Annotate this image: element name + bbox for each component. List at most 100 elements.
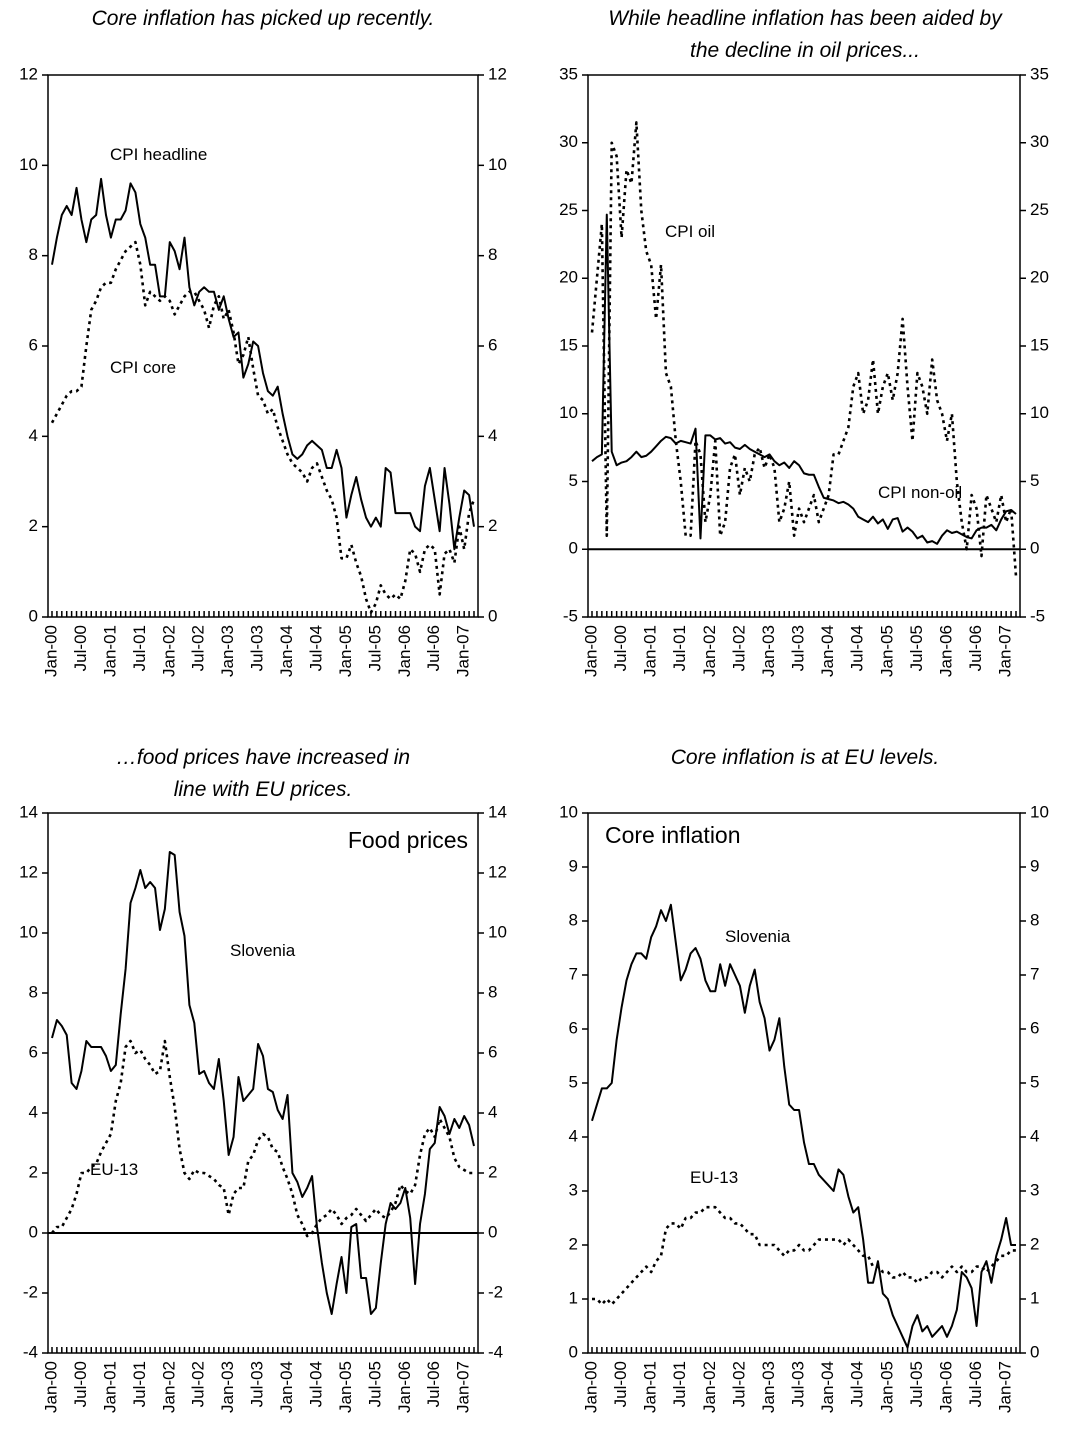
x-tick-label: Jul-00: [611, 1361, 630, 1407]
y2-tick-label: 4: [488, 1102, 497, 1121]
y2-tick-label: 15: [1030, 335, 1049, 354]
x-tick-label: Jul-05: [907, 625, 926, 671]
x-tick-label: Jul-00: [71, 625, 90, 671]
y-tick-label: 6: [29, 335, 38, 354]
x-tick-label: Jan-05: [877, 625, 896, 677]
y2-tick-label: -4: [488, 1342, 503, 1361]
y-tick-label: 10: [19, 922, 38, 941]
series-label: EU-13: [90, 1160, 138, 1179]
y2-tick-label: -2: [488, 1282, 503, 1301]
x-tick-label: Jul-00: [611, 625, 630, 671]
y2-tick-label: 9: [1030, 856, 1039, 875]
x-tick-label: Jan-06: [395, 1361, 414, 1413]
y-tick-label: 6: [29, 1042, 38, 1061]
y-tick-label: 8: [29, 982, 38, 1001]
y2-tick-label: 0: [488, 606, 497, 625]
y2-tick-label: 12: [488, 64, 507, 83]
y2-tick-label: 35: [1030, 64, 1049, 83]
panel-title: the decline in oil prices...: [690, 39, 920, 62]
series-label: Slovenia: [725, 927, 791, 946]
series-line: [592, 1205, 1016, 1306]
y2-tick-label: 2: [1030, 1234, 1039, 1253]
x-tick-label: Jul-02: [729, 625, 748, 671]
series-line: [591, 903, 1016, 1349]
x-tick-label: Jan-07: [996, 1361, 1015, 1413]
x-tick-label: Jan-00: [581, 625, 600, 677]
x-tick-label: Jan-03: [759, 625, 778, 677]
series-label: Slovenia: [230, 941, 296, 960]
y-tick-label: 12: [19, 64, 38, 83]
series-line: [591, 213, 1017, 545]
panel-title: Core inflation is at EU levels.: [671, 746, 939, 769]
x-tick-label: Jan-04: [818, 625, 837, 677]
panel-title: line with EU prices.: [174, 778, 353, 801]
x-tick-label: Jan-07: [996, 625, 1015, 677]
series-line: [50, 1039, 474, 1238]
x-tick-label: Jan-07: [454, 1361, 473, 1413]
y2-tick-label: 10: [1030, 403, 1049, 422]
y2-tick-label: 6: [488, 1042, 497, 1061]
y2-tick-label: 0: [1030, 539, 1039, 558]
x-tick-label: Jul-03: [248, 1361, 267, 1407]
x-tick-label: Jan-01: [100, 625, 119, 677]
x-tick-label: Jul-05: [365, 625, 384, 671]
panel: Core inflation has picked up recently. 0 0…: [19, 7, 507, 677]
y2-tick-label: 7: [1030, 964, 1039, 983]
panel: …food prices have increased in line with …: [19, 746, 507, 1413]
x-tick-label: Jul-04: [306, 625, 325, 671]
y-tick-label: 3: [569, 1180, 578, 1199]
y2-tick-label: 4: [1030, 1126, 1039, 1145]
y2-tick-label: -5: [1030, 606, 1045, 625]
x-tick-label: Jul-01: [670, 1361, 689, 1407]
y-tick-label: 25: [559, 200, 578, 219]
series-label: CPI non-oil: [878, 483, 962, 502]
y2-tick-label: 25: [1030, 200, 1049, 219]
plot-frame: [587, 74, 1021, 618]
y-tick-label: 10: [559, 802, 578, 821]
y2-tick-label: 0: [488, 1222, 497, 1241]
x-tick-label: Jul-05: [907, 1361, 926, 1407]
y2-tick-label: 5: [1030, 1072, 1039, 1091]
y2-tick-label: 20: [1030, 268, 1049, 287]
series-line: [590, 121, 1018, 577]
y2-tick-label: 8: [488, 982, 497, 1001]
x-tick-label: Jul-02: [189, 1361, 208, 1407]
series-line: [51, 177, 475, 551]
y-tick-label: 2: [29, 1162, 38, 1181]
y2-tick-label: 4: [488, 426, 497, 445]
y-tick-label: 6: [569, 1018, 578, 1037]
x-tick-label: Jan-01: [641, 1361, 660, 1413]
y2-tick-label: 8: [1030, 910, 1039, 929]
y2-tick-label: 5: [1030, 471, 1039, 490]
x-tick-label: Jan-04: [277, 1361, 296, 1413]
y-tick-label: -5: [563, 606, 578, 625]
y2-tick-label: 1: [1030, 1288, 1039, 1307]
y-tick-label: 4: [29, 1102, 38, 1121]
series-label: CPI oil: [665, 222, 715, 241]
y-tick-label: 20: [559, 268, 578, 287]
y2-tick-label: 10: [1030, 802, 1049, 821]
inset-label: Core inflation: [605, 822, 741, 848]
y-tick-label: 35: [559, 64, 578, 83]
y-tick-label: 30: [559, 132, 578, 151]
x-tick-label: Jan-03: [218, 1361, 237, 1413]
y-tick-label: 0: [29, 606, 38, 625]
y-tick-label: -4: [23, 1342, 38, 1361]
y2-tick-label: 0: [1030, 1342, 1039, 1361]
y-tick-label: 0: [569, 539, 578, 558]
y2-tick-label: 3: [1030, 1180, 1039, 1199]
y-tick-label: 2: [29, 516, 38, 535]
x-tick-label: Jul-06: [424, 1361, 443, 1407]
x-tick-label: Jan-02: [700, 1361, 719, 1413]
x-tick-label: Jan-02: [159, 625, 178, 677]
x-tick-label: Jan-06: [936, 625, 955, 677]
y-tick-label: 0: [29, 1222, 38, 1241]
x-tick-label: Jul-05: [365, 1361, 384, 1407]
series-line: [50, 240, 476, 614]
x-tick-label: Jan-04: [277, 625, 296, 677]
x-tick-label: Jul-01: [130, 1361, 149, 1407]
x-tick-label: Jul-01: [130, 625, 149, 671]
y2-tick-label: 10: [488, 922, 507, 941]
